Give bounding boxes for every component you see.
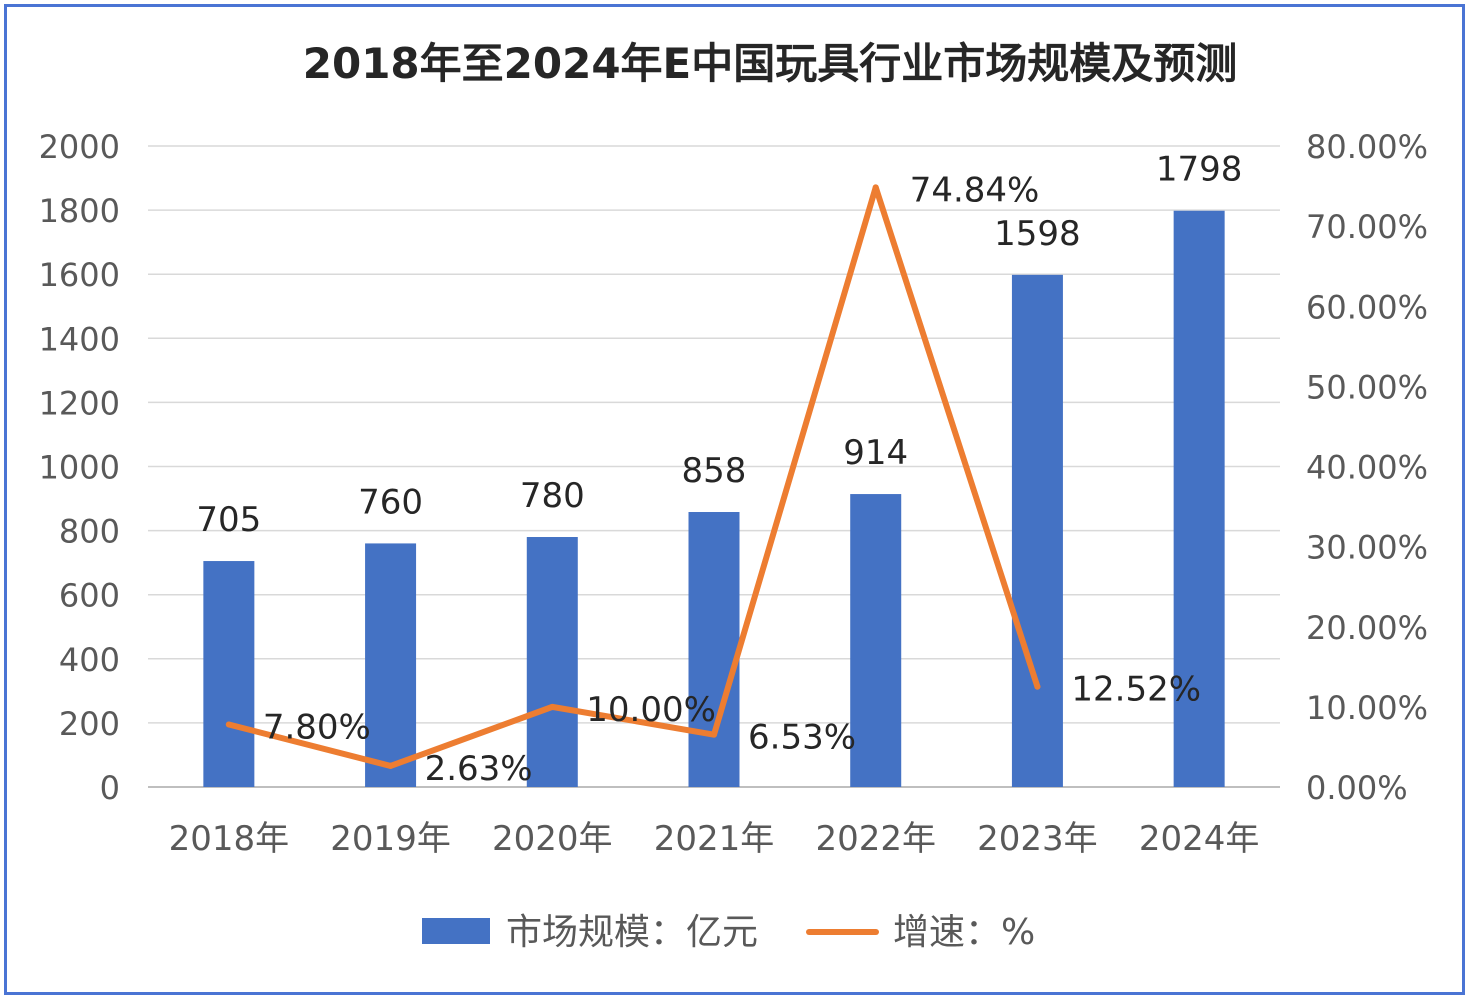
y-left-tick-label: 1600 <box>39 256 120 294</box>
y-axis-left: 0 200 400 600 800 1000 1200 1400 1600 1800 2000 <box>39 128 120 807</box>
x-axis: 2018年 2019年 2020年 2021年 2022年 2023年 2024年 <box>169 819 1260 859</box>
x-tick-label: 2018年 <box>169 819 290 859</box>
y-left-tick-label: 600 <box>59 577 120 615</box>
bar-data-label: 760 <box>358 482 423 522</box>
line-data-label: 10.00% <box>586 690 716 730</box>
line-point <box>1034 683 1041 690</box>
y-left-tick-label: 2000 <box>39 128 120 166</box>
y-axis-right: 0.00% 10.00% 20.00% 30.00% 40.00% 50.00% 60.00… <box>1306 128 1428 807</box>
line-data-label: 6.53% <box>748 718 856 758</box>
line-data-label: 74.84% <box>910 170 1040 210</box>
bar <box>365 543 417 787</box>
line-point <box>225 721 232 728</box>
bar <box>203 561 255 787</box>
bar <box>526 537 578 787</box>
y-left-tick-label: 400 <box>59 641 120 679</box>
y-right-tick-label: 20.00% <box>1306 609 1428 647</box>
y-left-tick-label: 0 <box>100 769 120 807</box>
x-tick-label: 2019年 <box>330 819 451 859</box>
line-data-label: 12.52% <box>1071 670 1201 710</box>
x-tick-label: 2024年 <box>1139 819 1260 859</box>
growth-line <box>225 184 1041 769</box>
bar-data-label: 705 <box>196 500 261 540</box>
y-left-tick-label: 1400 <box>39 320 120 358</box>
legend-swatch-bar <box>422 918 490 944</box>
bar-series <box>203 210 1225 788</box>
y-right-tick-label: 30.00% <box>1306 529 1428 567</box>
y-right-tick-label: 70.00% <box>1306 208 1428 246</box>
x-tick-label: 2020年 <box>492 819 613 859</box>
legend-label-bar: 市场规模：亿元 <box>506 912 758 953</box>
bar-data-label: 914 <box>843 433 908 473</box>
bar <box>1011 274 1063 787</box>
line-point <box>387 762 394 769</box>
bar <box>688 512 740 787</box>
data-labels: 705 760 780 858 914 1598 1798 7.80% 2.63% 10.00% 6… <box>196 150 1242 789</box>
y-right-tick-label: 60.00% <box>1306 288 1428 326</box>
line-point <box>711 731 717 738</box>
y-right-tick-label: 50.00% <box>1306 368 1428 406</box>
bar <box>1173 210 1225 788</box>
legend: 市场规模：亿元 增速：% <box>422 912 1035 953</box>
x-tick-label: 2022年 <box>815 819 936 859</box>
y-left-tick-label: 1200 <box>39 384 120 422</box>
line-data-label: 2.63% <box>425 749 533 789</box>
y-left-tick-label: 1800 <box>39 192 120 230</box>
bar-data-label: 780 <box>520 476 585 516</box>
y-left-tick-label: 1000 <box>39 449 120 487</box>
y-right-tick-label: 40.00% <box>1306 449 1428 487</box>
bar <box>850 494 902 787</box>
bar-data-label: 1798 <box>1156 150 1243 190</box>
y-right-tick-label: 0.00% <box>1306 769 1408 807</box>
line-series <box>225 184 1041 769</box>
x-tick-label: 2021年 <box>654 819 775 859</box>
line-point <box>549 703 556 710</box>
y-left-tick-label: 800 <box>59 513 120 551</box>
line-point <box>872 184 879 191</box>
y-right-tick-label: 80.00% <box>1306 128 1428 166</box>
legend-label-line: 增速：% <box>893 912 1035 953</box>
line-data-label: 7.80% <box>263 708 371 748</box>
chart-title: 2018年至2024年E中国玩具行业市场规模及预测 <box>303 39 1237 88</box>
gridlines <box>148 145 1280 788</box>
bar-data-label: 858 <box>682 451 747 491</box>
x-tick-label: 2023年 <box>977 819 1098 859</box>
y-left-tick-label: 200 <box>59 705 120 743</box>
y-right-tick-label: 10.00% <box>1306 689 1428 727</box>
bar-data-label: 1598 <box>994 214 1081 254</box>
